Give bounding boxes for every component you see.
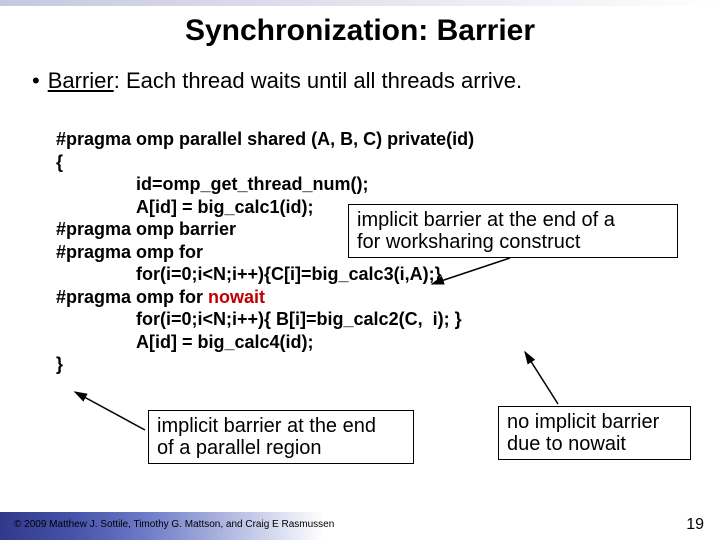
- footer-copyright: © 2009 Matthew J. Sottile, Timothy G. Ma…: [14, 519, 334, 530]
- code-line-2: {: [56, 151, 474, 174]
- code-line-1: #pragma omp parallel shared (A, B, C) pr…: [56, 128, 474, 151]
- code-line-9: for(i=0;i<N;i++){ B[i]=big_calc2(C, i); …: [56, 308, 474, 331]
- arrow-parallel-region: [75, 392, 145, 430]
- callout-implicit-for-barrier: implicit barrier at the end of a for wor…: [348, 204, 678, 258]
- callout-parallel-region-barrier: implicit barrier at the end of a paralle…: [148, 410, 414, 464]
- top-gradient-band: [0, 0, 720, 6]
- callout2-line2: of a parallel region: [157, 437, 322, 459]
- arrow-nowait: [525, 352, 558, 404]
- code-line-8: #pragma omp for nowait: [56, 286, 474, 309]
- callout2-line1: implicit barrier at the end: [157, 415, 376, 437]
- callout3-line2: due to nowait: [507, 433, 626, 455]
- page-number: 19: [686, 516, 704, 534]
- bullet-text: • Barrier: Each thread waits until all th…: [32, 68, 522, 93]
- callout1-line1: implicit barrier at the end of a: [357, 209, 615, 231]
- callout1-line2: for worksharing construct: [357, 231, 580, 253]
- callout-no-implicit-barrier: no implicit barrier due to nowait: [498, 406, 691, 460]
- code-line-3: id=omp_get_thread_num();: [56, 173, 474, 196]
- callout3-line1: no implicit barrier: [507, 411, 659, 433]
- code-nowait: nowait: [208, 287, 265, 307]
- code-line-10: A[id] = big_calc4(id);: [56, 331, 474, 354]
- code-line-11: }: [56, 353, 474, 376]
- code-line-8a: #pragma omp for: [56, 287, 208, 307]
- code-line-7: for(i=0;i<N;i++){C[i]=big_calc3(i,A);}: [56, 263, 474, 286]
- bullet-term: Barrier: [48, 68, 114, 93]
- bullet-rest: : Each thread waits until all threads ar…: [114, 68, 522, 93]
- bullet-dot-icon: •: [32, 68, 40, 93]
- slide: Synchronization: Barrier • Barrier: Each …: [0, 0, 720, 540]
- slide-title: Synchronization: Barrier: [0, 0, 720, 48]
